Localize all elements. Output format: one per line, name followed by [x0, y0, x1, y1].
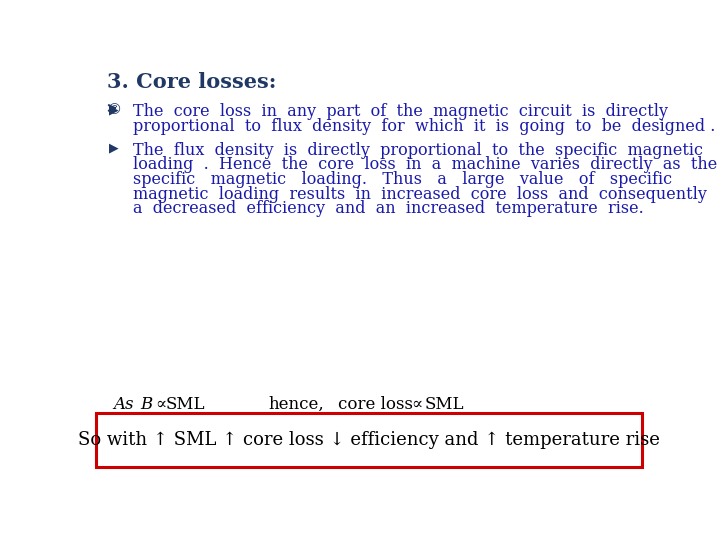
Text: ©: © [107, 103, 122, 117]
Text: So with ↑ SML ↑ core loss ↓ efficiency and ↑ temperature rise: So with ↑ SML ↑ core loss ↓ efficiency a… [78, 431, 660, 449]
Text: B: B [140, 396, 153, 413]
Text: magnetic  loading  results  in  increased  core  loss  and  consequently: magnetic loading results in increased co… [132, 186, 706, 202]
Text: proportional  to  flux  density  for  which  it  is  going  to  be  designed .: proportional to flux density for which i… [132, 118, 715, 135]
Text: a  decreased  efficiency  and  an  increased  temperature  rise.: a decreased efficiency and an increased … [132, 200, 644, 217]
Text: SML: SML [425, 396, 464, 413]
Text: SML: SML [166, 396, 205, 413]
Bar [96, 413, 642, 467]
Text: ▶: ▶ [109, 142, 118, 155]
Text: The  core  loss  in  any  part  of  the  magnetic  circuit  is  directly: The core loss in any part of the magneti… [132, 103, 667, 120]
Text: core loss: core loss [338, 396, 413, 413]
Text: The  flux  density  is  directly  proportional  to  the  specific  magnetic: The flux density is directly proportiona… [132, 142, 703, 159]
Text: loading  .  Hence  the  core  loss  in  a  machine  varies  directly  as  the: loading . Hence the core loss in a machi… [132, 157, 717, 173]
Text: specific   magnetic   loading.   Thus   a   large   value   of   specific: specific magnetic loading. Thus a large … [132, 171, 672, 188]
Text: ▶: ▶ [109, 103, 118, 116]
Text: ∝: ∝ [155, 396, 166, 413]
Text: hence,: hence, [269, 396, 324, 413]
Text: As: As [113, 396, 134, 413]
Text: ∝: ∝ [412, 396, 423, 413]
Text: 3. Core losses:: 3. Core losses: [107, 72, 276, 92]
